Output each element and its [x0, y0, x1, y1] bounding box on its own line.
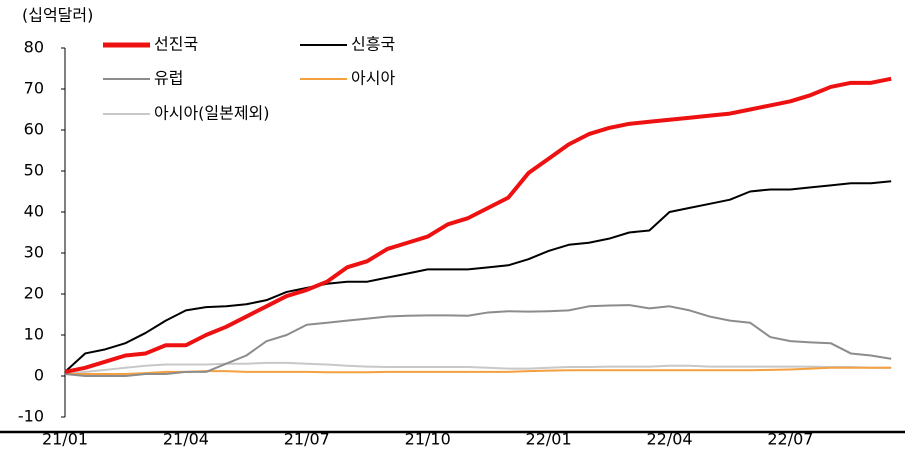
- x-tick-label: 22/04: [646, 430, 692, 449]
- y-tick-label: 0: [34, 366, 44, 385]
- x-tick-label: 21/07: [284, 430, 330, 449]
- y-tick-label: 40: [24, 202, 44, 221]
- series-line: [64, 76, 892, 374]
- y-tick-label: 70: [24, 79, 44, 98]
- legend-label: 아시아: [351, 69, 395, 88]
- y-tick-label: 20: [24, 284, 44, 303]
- y-tick-label: 30: [24, 243, 44, 262]
- legend-label: 신흥국: [351, 35, 395, 54]
- unit-label: (십억달러): [22, 6, 93, 25]
- y-tick-label: 80: [24, 38, 44, 57]
- legend-label: 아시아(일본제외): [154, 104, 270, 123]
- x-tick-label: 21/04: [163, 430, 209, 449]
- series-line: [65, 366, 892, 375]
- y-tick-label: -10: [18, 407, 44, 426]
- x-tick-label: 21/01: [42, 430, 88, 449]
- series-line: [64, 180, 892, 373]
- y-tick-label: 10: [24, 325, 44, 344]
- y-tick-label: 60: [24, 120, 44, 139]
- legend-label: 유럽: [154, 69, 183, 88]
- x-tick-label: 22/01: [526, 430, 572, 449]
- series-line: [64, 304, 892, 377]
- series-line: [64, 361, 892, 375]
- legend-label: 선진국: [154, 35, 198, 54]
- x-tick-label: 22/07: [767, 430, 813, 449]
- y-tick-label: 50: [24, 161, 44, 180]
- x-tick-label: 21/10: [405, 430, 451, 449]
